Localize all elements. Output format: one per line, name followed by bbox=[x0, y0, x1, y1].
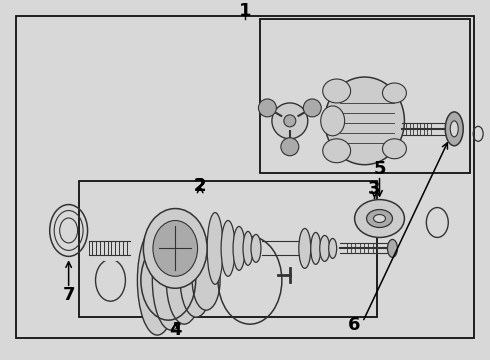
Ellipse shape bbox=[325, 77, 404, 165]
Ellipse shape bbox=[329, 238, 337, 258]
Circle shape bbox=[272, 103, 308, 139]
Ellipse shape bbox=[251, 234, 261, 262]
Circle shape bbox=[281, 138, 299, 156]
Ellipse shape bbox=[388, 239, 397, 257]
Text: 4: 4 bbox=[169, 321, 181, 339]
Circle shape bbox=[284, 115, 296, 127]
Circle shape bbox=[303, 99, 321, 117]
Ellipse shape bbox=[137, 225, 177, 335]
Ellipse shape bbox=[243, 231, 253, 265]
Ellipse shape bbox=[153, 221, 197, 276]
Ellipse shape bbox=[373, 215, 386, 222]
Text: 6: 6 bbox=[348, 316, 361, 334]
Ellipse shape bbox=[207, 212, 223, 284]
Ellipse shape bbox=[383, 139, 406, 159]
Ellipse shape bbox=[383, 83, 406, 103]
Bar bbox=[79, 181, 377, 317]
Ellipse shape bbox=[367, 210, 392, 228]
Ellipse shape bbox=[323, 139, 351, 163]
Ellipse shape bbox=[445, 112, 463, 146]
Text: 1: 1 bbox=[239, 2, 251, 20]
Text: 5: 5 bbox=[373, 160, 386, 178]
Ellipse shape bbox=[180, 243, 212, 317]
Ellipse shape bbox=[192, 251, 220, 310]
Ellipse shape bbox=[321, 106, 344, 136]
Ellipse shape bbox=[299, 229, 311, 268]
Ellipse shape bbox=[221, 221, 235, 276]
Ellipse shape bbox=[152, 230, 190, 330]
Ellipse shape bbox=[166, 237, 202, 324]
Ellipse shape bbox=[450, 121, 458, 137]
Circle shape bbox=[258, 99, 276, 117]
Ellipse shape bbox=[320, 235, 330, 261]
Ellipse shape bbox=[323, 79, 351, 103]
Text: 3: 3 bbox=[368, 180, 381, 198]
Text: 2: 2 bbox=[194, 177, 206, 195]
Bar bbox=[260, 19, 469, 174]
Ellipse shape bbox=[355, 199, 404, 238]
Text: 2: 2 bbox=[194, 177, 206, 195]
Ellipse shape bbox=[311, 233, 321, 264]
Ellipse shape bbox=[233, 226, 245, 270]
Text: 7: 7 bbox=[62, 286, 75, 304]
Ellipse shape bbox=[144, 208, 207, 288]
